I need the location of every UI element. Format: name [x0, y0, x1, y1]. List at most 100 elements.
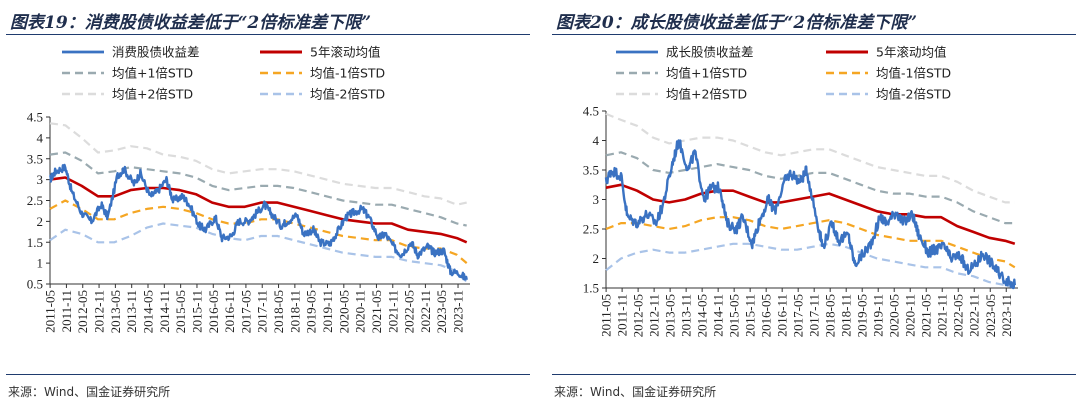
- x-tick-label: 2023-05: [434, 290, 449, 333]
- x-tick-label: 2015-11: [743, 294, 758, 337]
- y-tick-label: 2.5: [27, 193, 43, 208]
- x-tick-label: 2011-05: [599, 294, 614, 337]
- plot-area: [604, 112, 1016, 290]
- chart-panel-consumer: 图表19：消费股债收益差低于“2倍标准差下限” 4.5 4 3.5 3 2.5 2 1.5 1…: [0, 0, 540, 404]
- chart-title: 图表19：消费股债收益差低于“2倍标准差下限”: [10, 13, 372, 33]
- legend-item: 5年滚动均值: [826, 45, 946, 60]
- y-tick-label: 3: [593, 192, 600, 207]
- x-tick-label: 2020-05: [887, 294, 902, 337]
- x-tick-label: 2022-11: [967, 294, 982, 337]
- x-tick-label: 2018-05: [271, 290, 286, 333]
- legend-label: 均值-2倍STD: [876, 87, 951, 102]
- source-note: 来源：Wind、国金证券研究所: [554, 385, 717, 399]
- y-tick-label: 1.5: [27, 235, 43, 250]
- x-tick-label: 2012-05: [75, 290, 90, 333]
- series-line-3: [605, 216, 1016, 269]
- legend-item: 均值+1倍STD: [62, 66, 193, 81]
- series-line-1: [49, 176, 468, 244]
- y-tick-label: 4.5: [27, 110, 43, 125]
- x-tick-label: 2022-05: [951, 294, 966, 337]
- x-tick-label: 2015-05: [173, 290, 188, 333]
- legend-label: 消费股债收益差: [112, 45, 200, 60]
- x-tick-label: 2017-11: [255, 290, 270, 333]
- x-tick-label: 2014-05: [141, 290, 156, 333]
- source-bar: 来源：Wind、国金证券研究所: [6, 374, 530, 403]
- x-tick-label: 2019-05: [855, 294, 870, 337]
- y-tick-label: 2: [593, 251, 600, 266]
- y-tick-label: 4: [37, 130, 44, 145]
- x-tick-label: 2019-11: [871, 294, 886, 337]
- x-tick-label: 2013-11: [679, 294, 694, 337]
- x-tick-label: 2023-05: [983, 294, 998, 337]
- y-tick-label: 4: [593, 133, 600, 148]
- y-tick-label: 3.5: [583, 163, 599, 178]
- series-line-0: [48, 163, 468, 281]
- y-tick-label: 3.5: [27, 151, 43, 166]
- x-tick-label: 2022-11: [418, 290, 433, 333]
- legend-item: 均值+2倍STD: [616, 87, 747, 102]
- x-tick-label: 2019-11: [320, 290, 335, 333]
- legend-label: 5年滚动均值: [876, 45, 946, 60]
- x-tick-label: 2012-11: [92, 290, 107, 333]
- chart-title-bar: 图表19：消费股债收益差低于“2倍标准差下限”: [6, 4, 530, 35]
- x-tick-label: 2023-11: [451, 290, 466, 333]
- x-tick-label: 2020-05: [336, 290, 351, 333]
- x-tick-label: 2012-11: [647, 294, 662, 337]
- y-tick-label: 2.5: [583, 222, 599, 237]
- chart-title: 图表20：成长股债收益差低于“2倍标准差下限”: [556, 13, 918, 33]
- x-tick-label: 2017-05: [238, 290, 253, 333]
- x-tick-label: 2020-11: [353, 290, 368, 333]
- x-tick-label: 2015-05: [727, 294, 742, 337]
- y-tick-label: 1.5: [583, 281, 599, 296]
- series-line-5: [49, 222, 468, 283]
- plot-area: [48, 122, 468, 283]
- x-tick-label: 2018-11: [839, 294, 854, 337]
- legend-item: 成长股债收益差: [616, 45, 754, 60]
- x-tick-label: 2014-11: [711, 294, 726, 337]
- x-tick-label: 2016-05: [759, 294, 774, 337]
- x-tick-label: 2021-11: [385, 290, 400, 333]
- x-tick-label: 2017-11: [807, 294, 822, 337]
- legend-item: 均值-2倍STD: [260, 87, 385, 102]
- source-bar: 来源：Wind、国金证券研究所: [552, 374, 1076, 403]
- legend-label: 均值-2倍STD: [310, 87, 385, 102]
- legend-label: 均值-1倍STD: [876, 66, 951, 81]
- legend-item: 均值-1倍STD: [826, 66, 951, 81]
- x-tick-label: 2013-11: [124, 290, 139, 333]
- legend-label: 均值+2倍STD: [112, 87, 193, 102]
- y-axis: 4.5 4 3.5 3 2.5 2 1.5 1 0.5: [27, 110, 51, 292]
- series-line-2: [605, 151, 1015, 225]
- series-line-1: [605, 183, 1016, 246]
- x-tick-label: 2018-11: [287, 290, 302, 333]
- x-tick-label: 2012-05: [631, 294, 646, 337]
- legend-item: 均值+2倍STD: [62, 87, 193, 102]
- legend-item: 均值-1倍STD: [260, 66, 385, 81]
- legend-label: 5年滚动均值: [310, 45, 380, 60]
- legend-label: 均值+1倍STD: [666, 66, 747, 81]
- source-note: 来源：Wind、国金证券研究所: [8, 385, 171, 399]
- x-tick-label: 2013-05: [663, 294, 678, 337]
- y-tick-label: 4.5: [583, 104, 599, 119]
- legend-item: 消费股债收益差: [62, 45, 200, 60]
- legend-label: 成长股债收益差: [666, 45, 754, 60]
- x-tick-label: 2016-11: [222, 290, 237, 333]
- legend-label: 均值+2倍STD: [666, 87, 747, 102]
- y-tick-label: 3: [37, 172, 44, 187]
- legend-item: 均值+1倍STD: [616, 66, 747, 81]
- legend-item: 5年滚动均值: [260, 45, 380, 60]
- legend-label: 均值-1倍STD: [310, 66, 385, 81]
- x-tick-label: 2011-11: [615, 294, 630, 336]
- x-tick-label: 2013-05: [108, 290, 123, 333]
- x-tick-label: 2017-05: [791, 294, 806, 337]
- series-line-2: [49, 151, 467, 227]
- y-axis: 4.5 4 3.5 3 2.5 2 1.5: [583, 104, 607, 296]
- x-tick-label: 2016-11: [775, 294, 790, 337]
- y-tick-label: 1: [37, 256, 44, 271]
- y-tick-label: 0.5: [27, 277, 43, 292]
- x-tick-label: 2014-05: [695, 294, 710, 337]
- x-tick-label: 2019-05: [304, 290, 319, 333]
